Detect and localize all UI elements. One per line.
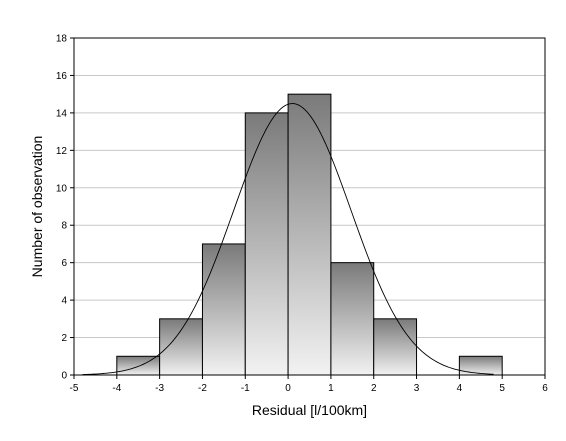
- histogram-bar: [458, 355, 503, 376]
- x-tick-label: -3: [155, 383, 164, 394]
- x-tick-label: 0: [285, 383, 291, 394]
- histogram-bar: [373, 318, 418, 376]
- y-tick-label: 16: [56, 71, 68, 82]
- histogram-bar: [201, 243, 246, 376]
- normal-fit-curve: [82, 103, 494, 375]
- x-tick-label: -5: [70, 383, 79, 394]
- y-tick-label: 18: [56, 34, 68, 45]
- y-tick-label: 2: [61, 333, 67, 344]
- x-tick-label: -1: [241, 383, 250, 394]
- x-tick-label: 5: [499, 383, 505, 394]
- histogram-bar: [244, 112, 289, 376]
- y-tick-label: 4: [61, 296, 67, 307]
- histogram-bar: [159, 318, 203, 376]
- normal-curve-line: [82, 103, 494, 375]
- x-tick-label: 6: [542, 383, 548, 394]
- y-tick-label: 10: [56, 183, 68, 194]
- x-tick-label: 4: [457, 383, 463, 394]
- x-tick-label: -2: [198, 383, 207, 394]
- x-axis-ticks: -5 -4 -3 -2 -1 0 1 2 3 4 5 6: [70, 375, 548, 394]
- x-tick-label: -4: [112, 383, 121, 394]
- histogram-bars: [116, 93, 503, 376]
- x-axis-title: Residual [l/100km]: [252, 402, 367, 418]
- plot-frame: [73, 37, 546, 376]
- y-axis-title: Number of observation: [29, 136, 45, 278]
- x-tick-label: 2: [371, 383, 377, 394]
- y-tick-label: 6: [61, 258, 67, 269]
- x-tick-label: 3: [414, 383, 420, 394]
- y-tick-label: 0: [61, 371, 67, 382]
- y-tick-label: 8: [61, 221, 67, 232]
- y-axis-ticks: 0 2 4 6 8 10 12 14 16 18: [56, 34, 74, 382]
- histogram-bar: [330, 262, 375, 376]
- histogram-bar: [287, 93, 332, 376]
- x-tick-label: 1: [328, 383, 334, 394]
- y-tick-label: 12: [56, 146, 68, 157]
- y-tick-label: 14: [56, 108, 68, 119]
